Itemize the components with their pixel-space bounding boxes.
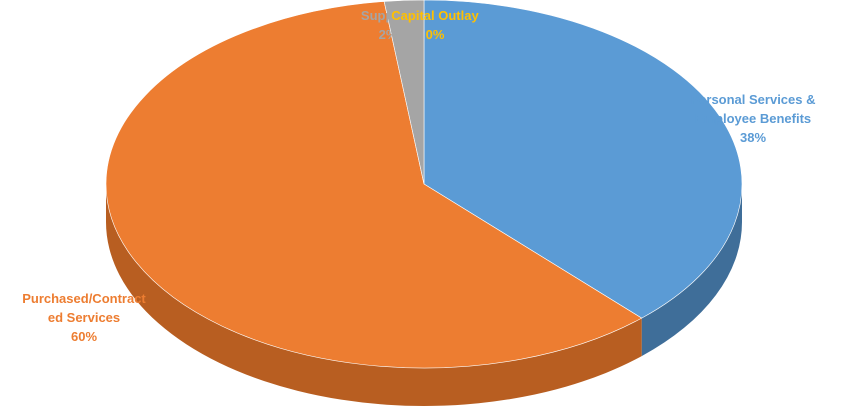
pie-labels: Personal Services & Employee Benefits 38%P… [22, 8, 815, 344]
slice-category-label: Supplies [361, 8, 415, 23]
slice-value-label: 60% [71, 329, 97, 344]
slice-category-label: Personal Services & [690, 92, 815, 107]
slice-value-label: 0% [426, 27, 445, 42]
pie-side-0 [641, 184, 742, 357]
slice-label-1: Purchased/Contract ed Services 60% [22, 291, 146, 344]
slice-category-label: ed Services [48, 310, 120, 325]
pie-slice-0 [423, 0, 743, 319]
slice-label-3: Capital Outlay 0% [391, 8, 479, 42]
slice-label-0: Personal Services & Employee Benefits 38% [690, 92, 815, 145]
slice-label-2: Supplies 2% [361, 8, 415, 42]
slice-category-label: Purchased/Contract [22, 291, 146, 306]
pie-sides [105, 184, 742, 407]
pie-slice-1 [105, 1, 643, 369]
slice-category-label: Capital Outlay [391, 8, 479, 23]
slice-category-label: Employee Benefits [695, 111, 811, 126]
slice-value-label: 2% [379, 27, 398, 42]
pie-tops [105, 0, 743, 369]
pie-slice-2 [383, 0, 425, 185]
slice-value-label: 38% [740, 130, 766, 145]
pie-side-1 [105, 184, 642, 407]
